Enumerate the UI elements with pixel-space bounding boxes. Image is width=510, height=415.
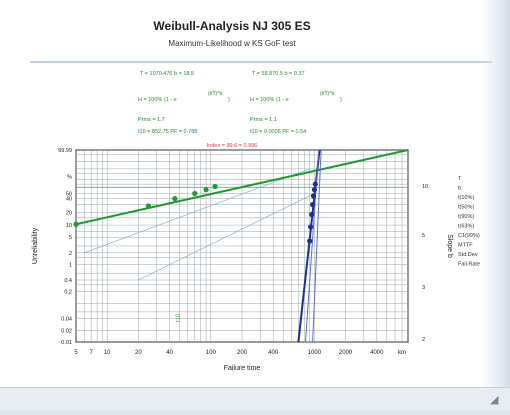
formula-right-close: ) bbox=[340, 97, 342, 103]
chart-subtitle: Maximum-Likelihood w KS GoF test bbox=[168, 39, 296, 48]
y-axis-label: Unreliability bbox=[32, 227, 39, 264]
y-tick-label: % bbox=[67, 175, 72, 181]
y-tick-label: 0.01 bbox=[61, 340, 72, 346]
x-tick-label: 100 bbox=[206, 350, 217, 356]
formula-right-t10: t10 = 0.0006 PF = 0.54 bbox=[250, 129, 306, 135]
y2-tick-label: 10 bbox=[422, 184, 428, 190]
status-bar: ◢ bbox=[0, 387, 510, 410]
data-point bbox=[308, 224, 314, 230]
x-tick-label: km bbox=[398, 350, 406, 356]
side-legend-item: t(10%) bbox=[458, 195, 474, 201]
side-legend-item: C1(99%) bbox=[458, 233, 480, 239]
y-tick-label: 40 bbox=[66, 197, 72, 203]
reference-line bbox=[138, 193, 315, 281]
side-legend-item: MTTF bbox=[458, 243, 473, 249]
y2-tick-labels: 10 5 3 2 bbox=[422, 184, 428, 343]
x-tick-label: 10 bbox=[104, 350, 111, 356]
data-point bbox=[309, 202, 316, 208]
red-annotation: Index = 99.6 = 0.996 bbox=[207, 143, 257, 149]
side-legend-item: b bbox=[458, 186, 461, 192]
data-point bbox=[212, 183, 218, 190]
chart-title: Weibull-Analysis NJ 305 ES bbox=[153, 19, 310, 33]
side-legend-item: t(50%) bbox=[458, 205, 474, 211]
data-point bbox=[310, 193, 317, 199]
y2-tick-label: 3 bbox=[422, 285, 425, 291]
y2-tick-label: 5 bbox=[422, 233, 425, 239]
x-tick-label: 4000 bbox=[370, 350, 384, 356]
data-point bbox=[172, 195, 178, 202]
data-point bbox=[312, 181, 318, 187]
formula-right-r2: Prms = 1.1 bbox=[250, 117, 277, 123]
x-tick-label: 2000 bbox=[339, 350, 353, 356]
x-tick-label: 7 bbox=[89, 350, 93, 356]
y2-tick-label: 2 bbox=[422, 337, 425, 343]
data-point bbox=[311, 187, 318, 193]
fit-line bbox=[75, 149, 409, 226]
formula-right: T = 58.870.5 b = 0.37 H = 100% (1 - e (t… bbox=[250, 71, 342, 135]
y-tick-label: 0.02 bbox=[61, 328, 72, 334]
y-tick-label: 5 bbox=[69, 235, 72, 241]
side-legend-item: T bbox=[458, 176, 462, 182]
formula-left-t10: t10 = 852.75 PF = 0.788 bbox=[138, 129, 197, 135]
y2-axis-label: Slope b bbox=[446, 234, 453, 258]
side-legend: Tb t(10%) t(50%) t(90%) t(63%) C1(99%) MTTF Std… bbox=[458, 176, 480, 268]
data-point bbox=[192, 190, 198, 197]
x-axis-label: Failure time bbox=[224, 365, 261, 372]
vertical-note: t10 bbox=[176, 313, 182, 322]
x-tick-label: 20 bbox=[135, 350, 142, 356]
formula-left-exp: (t/T)^b bbox=[208, 91, 223, 97]
x-tick-labels: 5 7 10 20 40 100 200 400 1000 2000 4000 km bbox=[74, 350, 406, 356]
y-tick-label: 20 bbox=[66, 210, 72, 216]
confidence-bound-line bbox=[312, 149, 322, 343]
formula-left-close: ) bbox=[228, 97, 230, 103]
data-point bbox=[307, 238, 313, 244]
formula-right-header: T = 58.870.5 b = 0.37 bbox=[252, 71, 305, 77]
data-point bbox=[309, 211, 315, 218]
y-tick-label: 0.4 bbox=[64, 278, 72, 284]
y-tick-label: 0.2 bbox=[64, 290, 72, 296]
y-tick-label: 10 bbox=[66, 223, 72, 229]
x-tick-label: 200 bbox=[237, 350, 248, 356]
formula-left-r2: Prms = 1.7 bbox=[138, 117, 165, 123]
y-tick-label: 99.99 bbox=[58, 148, 72, 154]
formula-left-header: T = 1070.476 b = 18.5 bbox=[140, 71, 194, 77]
plot-grid bbox=[75, 149, 409, 343]
data-point bbox=[145, 203, 152, 209]
side-legend-item: Fail.Rate bbox=[458, 262, 480, 268]
formula-left: T = 1070.476 b = 18.5 H = 100% (1 - e (t… bbox=[138, 71, 230, 135]
side-legend-item: t(90%) bbox=[458, 214, 474, 220]
x-tick-label: 1000 bbox=[308, 350, 322, 356]
side-legend-item: Std.Dev bbox=[458, 252, 478, 258]
y-tick-label: 2 bbox=[69, 251, 72, 257]
data-point bbox=[203, 187, 209, 193]
series-layer bbox=[73, 149, 409, 343]
y-tick-label: 50 bbox=[66, 191, 72, 197]
window-edge-shadow bbox=[482, 0, 510, 410]
y-tick-label: 0.04 bbox=[61, 317, 72, 323]
reference-line bbox=[84, 168, 310, 254]
y-tick-label: 1 bbox=[69, 263, 72, 269]
data-point bbox=[73, 221, 79, 227]
x-tick-label: 400 bbox=[268, 350, 279, 356]
x-tick-label: 40 bbox=[166, 350, 173, 356]
formula-right-exp: (t/T)^b bbox=[320, 91, 335, 97]
side-legend-item: t(63%) bbox=[458, 224, 474, 230]
resize-grip-icon[interactable]: ◢ bbox=[490, 394, 499, 406]
formula-right-fn: H = 100% (1 - e bbox=[250, 97, 289, 103]
x-tick-label: 5 bbox=[74, 350, 78, 356]
formula-left-fn: H = 100% (1 - e bbox=[138, 97, 177, 103]
